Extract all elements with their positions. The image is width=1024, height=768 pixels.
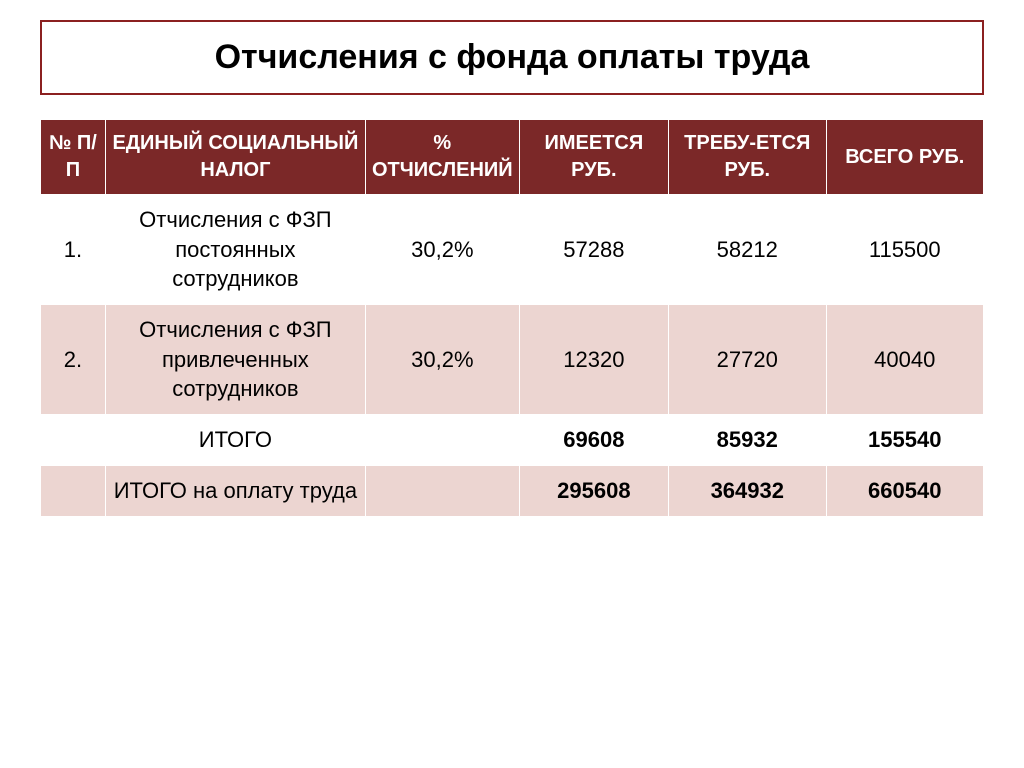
header-required: ТРЕБУ-ЕТСЯ РУБ.	[669, 120, 826, 195]
cell-total: 155540	[826, 415, 984, 466]
cell-percent	[365, 465, 519, 516]
cell-available: 69608	[519, 415, 668, 466]
cell-available: 295608	[519, 465, 668, 516]
cell-total: 40040	[826, 305, 984, 415]
table-body: 1.Отчисления с ФЗП постоянных сотруднико…	[41, 195, 984, 517]
cell-num: 2.	[41, 305, 106, 415]
page-title: Отчисления с фонда оплаты труда	[72, 38, 952, 77]
cell-available: 12320	[519, 305, 668, 415]
cell-desc: Отчисления с ФЗП постоянных сотрудников	[105, 195, 365, 305]
table-row: 1.Отчисления с ФЗП постоянных сотруднико…	[41, 195, 984, 305]
cell-num: 1.	[41, 195, 106, 305]
cell-num	[41, 465, 106, 516]
cell-percent: 30,2%	[365, 305, 519, 415]
cell-required: 364932	[669, 465, 826, 516]
title-container: Отчисления с фонда оплаты труда	[40, 20, 984, 95]
table-row: ИТОГО 6960885932155540	[41, 415, 984, 466]
cell-total: 660540	[826, 465, 984, 516]
cell-total: 115500	[826, 195, 984, 305]
deductions-table: № П/П ЕДИНЫЙ СОЦИАЛЬНЫЙ НАЛОГ % ОТЧИСЛЕН…	[40, 119, 984, 517]
cell-num	[41, 415, 106, 466]
cell-available: 57288	[519, 195, 668, 305]
header-available: ИМЕЕТСЯ РУБ.	[519, 120, 668, 195]
cell-required: 85932	[669, 415, 826, 466]
table-header-row: № П/П ЕДИНЫЙ СОЦИАЛЬНЫЙ НАЛОГ % ОТЧИСЛЕН…	[41, 120, 984, 195]
cell-required: 58212	[669, 195, 826, 305]
header-tax: ЕДИНЫЙ СОЦИАЛЬНЫЙ НАЛОГ	[105, 120, 365, 195]
cell-desc: Отчисления с ФЗП привлеченных сотруднико…	[105, 305, 365, 415]
table-row: 2.Отчисления с ФЗП привлеченных сотрудни…	[41, 305, 984, 415]
cell-percent	[365, 415, 519, 466]
cell-required: 27720	[669, 305, 826, 415]
cell-desc: ИТОГО	[105, 415, 365, 466]
cell-percent: 30,2%	[365, 195, 519, 305]
header-percent: % ОТЧИСЛЕНИЙ	[365, 120, 519, 195]
header-num: № П/П	[41, 120, 106, 195]
cell-desc: ИТОГО на оплату труда	[105, 465, 365, 516]
table-row: ИТОГО на оплату труда 295608364932660540	[41, 465, 984, 516]
header-total: ВСЕГО РУБ.	[826, 120, 984, 195]
